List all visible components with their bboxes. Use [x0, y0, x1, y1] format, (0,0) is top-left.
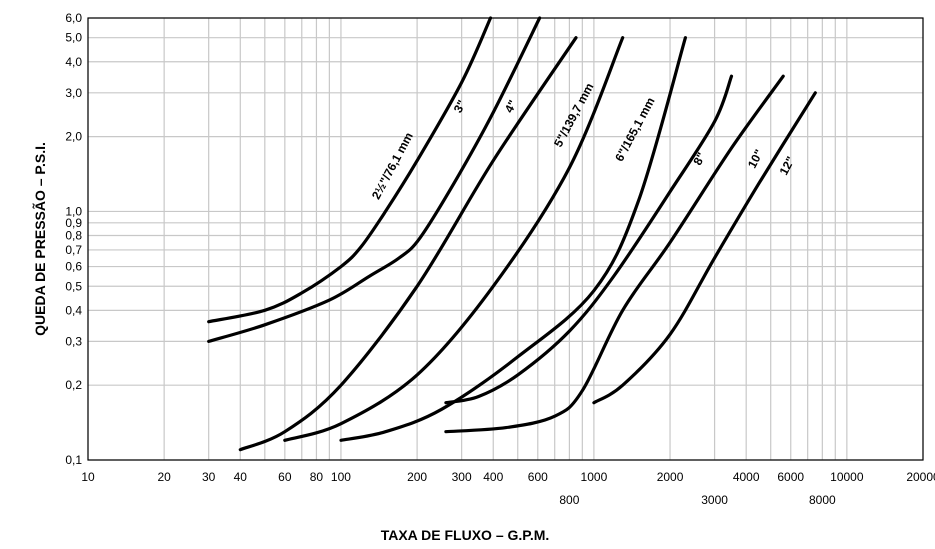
y-tick-label: 0,7 — [65, 243, 82, 257]
curve-label-1: 3" — [451, 98, 469, 115]
grid — [87, 17, 924, 461]
curve-series-4 — [339, 36, 687, 442]
curve-label-5: 8" — [690, 150, 708, 167]
x-tick-label: 200 — [407, 470, 427, 484]
y-tick-label: 0,5 — [65, 279, 82, 293]
y-axis-title: QUEDA DE PRESSÃO – P.S.I. — [31, 142, 48, 336]
x-tick-label: 10000 — [830, 470, 864, 484]
y-tick-label: 1,0 — [65, 204, 82, 218]
x-tick-label: 8000 — [809, 493, 836, 507]
x-tick-label: 1000 — [581, 470, 608, 484]
curve-label-7: 12" — [776, 154, 797, 177]
y-tick-label: 0,3 — [65, 334, 82, 348]
x-tick-label: 800 — [559, 493, 579, 507]
x-tick-label: 100 — [331, 470, 351, 484]
x-tick-label: 10 — [81, 470, 95, 484]
y-tick-label: 3,0 — [65, 86, 82, 100]
curve-series-3 — [283, 36, 625, 442]
curve-label-4: 6"/165,1 mm — [612, 95, 657, 164]
y-tick-label: 0,2 — [65, 378, 82, 392]
y-tick-label: 0,4 — [65, 303, 82, 317]
curve-series-5 — [444, 74, 734, 405]
y-tick-label: 5,0 — [65, 31, 82, 45]
curve-series-1 — [207, 16, 542, 343]
curve-series-6 — [444, 74, 785, 434]
x-tick-label: 4000 — [733, 470, 760, 484]
y-tick-label: 0,8 — [65, 229, 82, 243]
x-tick-label: 300 — [452, 470, 472, 484]
x-tick-label: 40 — [234, 470, 248, 484]
y-tick-label: 2,0 — [65, 130, 82, 144]
y-tick-label: 6,0 — [65, 11, 82, 25]
curve-label-0: 2½"/76,1 mm — [369, 130, 416, 202]
x-tick-label: 600 — [528, 470, 548, 484]
curve-series-7 — [592, 91, 817, 405]
x-tick-label: 20000 — [906, 470, 935, 484]
plot-frame — [87, 17, 924, 461]
flow-curves — [207, 16, 817, 452]
y-tick-labels: 0,1 0,2 0,3 0,4 0,5 0,6 0,70,80,91,0 2,0 3,0 4,0 5… — [65, 11, 82, 467]
x-tick-label: 6000 — [777, 470, 804, 484]
curve-label-6: 10" — [745, 147, 766, 170]
x-tick-label: 60 — [278, 470, 292, 484]
y-tick-label: 0,6 — [65, 260, 82, 274]
y-tick-label: 0,1 — [65, 453, 82, 467]
x-tick-label: 400 — [483, 470, 503, 484]
x-tick-label: 2000 — [657, 470, 684, 484]
x-tick-label: 3000 — [701, 493, 728, 507]
curve-series-2 — [238, 36, 578, 452]
y-tick-label: 4,0 — [65, 55, 82, 69]
curve-label-2: 4" — [502, 98, 520, 115]
curve-label-3: 5"/139,7 mm — [551, 81, 596, 150]
x-tick-label: 30 — [202, 470, 216, 484]
curve-series-0 — [207, 16, 493, 324]
x-tick-label: 20 — [157, 470, 171, 484]
x-axis-title: TAXA DE FLUXO – G.P.M. — [381, 527, 550, 543]
x-tick-label: 80 — [310, 470, 324, 484]
y-tick-label: 0,9 — [65, 216, 82, 230]
